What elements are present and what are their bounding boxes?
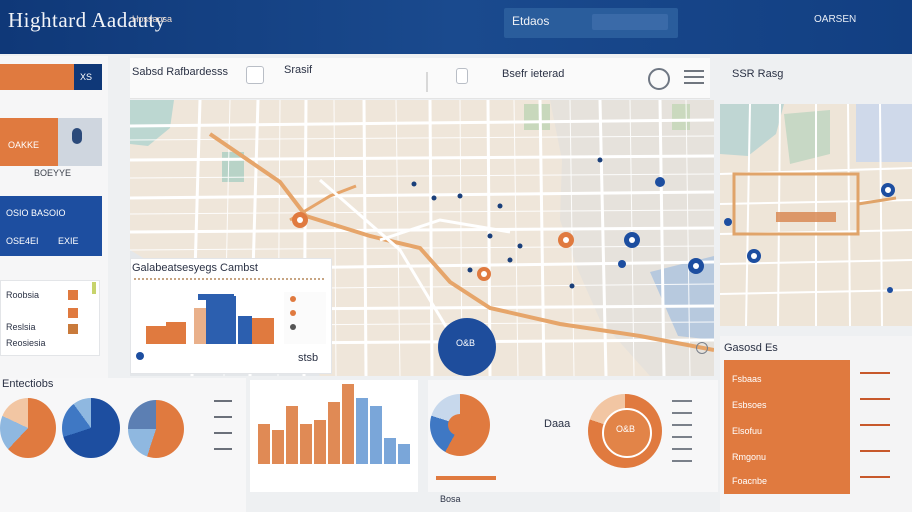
overlay-value: stsb <box>298 352 319 364</box>
table-row-4[interactable]: Rmgonu <box>732 452 767 462</box>
donut-panel-title: Entectiobs <box>2 378 54 390</box>
legend-swatch-3 <box>68 324 78 334</box>
kpi-card-orange[interactable] <box>0 64 74 90</box>
overlay-legend <box>284 292 326 344</box>
table-row-1[interactable]: Fsbaas <box>732 374 762 384</box>
toolbar-center-title: Bsefr ieterad <box>502 68 565 80</box>
bar-5 <box>314 420 326 464</box>
toolbar-left-title: Sabsd Rafbardesss <box>132 66 228 78</box>
bar-11 <box>398 444 410 464</box>
donut-legend <box>214 400 232 460</box>
metric-card-label: OAKKE <box>8 140 40 150</box>
lower-label: Daaa <box>544 418 571 430</box>
kpi-card-navy[interactable] <box>74 64 102 90</box>
legend-dot-1 <box>290 296 296 302</box>
toolbar-right-title: SSR Rasg <box>732 68 784 80</box>
overlay-bar-2 <box>166 322 186 344</box>
bar-chart <box>256 384 412 464</box>
summary-card-left: OSE4EI <box>6 236 39 246</box>
table-row-3[interactable]: Elsofuu <box>732 426 763 436</box>
bar-6 <box>328 402 340 464</box>
chart-overlay-dots <box>134 278 324 280</box>
donut-chart-3 <box>128 400 184 458</box>
metric-card-caption: BOEYYE <box>34 168 72 178</box>
donut-label: O&B <box>616 424 636 434</box>
toolbar-icon-button[interactable] <box>456 68 468 84</box>
app-title: Hightard Aadauty <box>8 8 166 32</box>
donut-center-5 <box>602 408 652 458</box>
bar-8 <box>356 398 368 464</box>
overlay-bar-4 <box>206 296 236 344</box>
summary-card-right: EXIE <box>58 236 79 246</box>
bar-2 <box>272 430 284 464</box>
legend-swatch-1 <box>68 290 78 300</box>
bar-10 <box>384 438 396 464</box>
legend-item-2: Reosiesia <box>6 338 46 348</box>
lower-legend <box>672 400 692 464</box>
legend-title: Roobsia <box>6 290 40 300</box>
cluster-label: O&B <box>456 338 476 348</box>
overlay-bar-6 <box>252 318 274 344</box>
bar-9 <box>370 406 382 464</box>
account-label[interactable]: OARSEN <box>814 14 857 25</box>
cluster-marker[interactable] <box>438 318 496 376</box>
overlay-marker-icon <box>136 352 144 360</box>
search-icon[interactable] <box>648 68 670 90</box>
kpi-card-label: XS <box>80 72 93 82</box>
donut-chart-1 <box>0 398 56 458</box>
app-subtitle: Hossaosa <box>132 14 173 24</box>
donut-center-4 <box>448 414 472 436</box>
table-block <box>724 360 850 494</box>
legend-item-1: Reslsia <box>6 322 36 332</box>
overlay-bar-1 <box>146 326 166 344</box>
legend-accent <box>92 282 96 294</box>
legend-dot-2 <box>290 310 296 316</box>
chart-overlay-title: Galabeatsesyegs Cambst <box>132 262 258 274</box>
search-label: Etdaos <box>512 14 550 28</box>
info-icon[interactable] <box>696 342 708 354</box>
map-pin-icon <box>72 128 82 144</box>
overlay-bar-cap <box>198 294 234 300</box>
mini-map-svg <box>720 104 912 326</box>
toolbar-mid-title: Srasif <box>284 64 313 76</box>
top-bar <box>0 0 912 54</box>
toolbar <box>130 58 710 99</box>
search-input[interactable] <box>592 14 668 30</box>
donut-chart-2 <box>62 398 120 458</box>
table-row-5[interactable]: Foacnbe <box>732 476 768 486</box>
menu-icon[interactable] <box>684 70 704 72</box>
legend-swatch-2 <box>68 308 78 318</box>
summary-card[interactable] <box>0 196 102 256</box>
legend-panel <box>0 280 100 356</box>
table-row-2[interactable]: Esbsoes <box>732 400 767 410</box>
legend-dot-3 <box>290 324 296 330</box>
table-values <box>860 372 890 374</box>
lower-caption: Bosa <box>440 494 461 504</box>
mini-map[interactable] <box>720 104 912 326</box>
bar-4 <box>300 424 312 464</box>
bar-7 <box>342 384 354 464</box>
summary-card-top: OSIO BASOIO <box>6 208 66 218</box>
toolbar-button[interactable] <box>246 66 264 84</box>
bar-3 <box>286 406 298 464</box>
toolbar-divider <box>426 72 428 92</box>
metric-card-orange[interactable] <box>0 118 58 166</box>
overlay-bar-5 <box>238 316 252 344</box>
overlay-bar-chart <box>140 296 280 344</box>
lower-progress <box>436 476 496 480</box>
right-table-title: Gasosd Es <box>724 342 778 354</box>
bar-1 <box>258 424 270 464</box>
